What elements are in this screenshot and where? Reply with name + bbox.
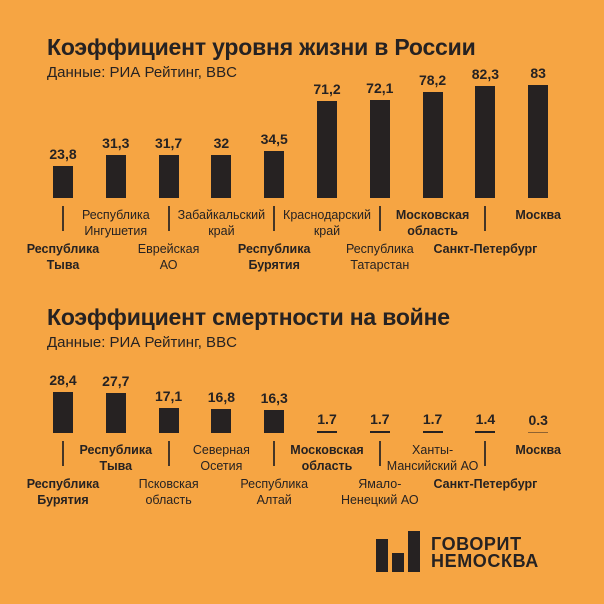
- logo-bar-1: [376, 539, 388, 572]
- bar: [422, 91, 443, 198]
- bar: [317, 101, 337, 198]
- bar-value-label: 28,4: [49, 372, 77, 389]
- logo-bar-2: [392, 553, 404, 572]
- chart-title-living-standard: Коэффициент уровня жизни в России: [47, 34, 476, 60]
- bar-value-label: 16,3: [260, 389, 288, 406]
- bar-value-label: 1.4: [475, 411, 496, 427]
- tick-line: [273, 206, 276, 231]
- bar-value-label: 31,3: [102, 135, 130, 152]
- tick-line: [484, 441, 487, 466]
- bar-value-label: 23,8: [49, 145, 77, 162]
- tick-line: [273, 441, 276, 466]
- bar-value-label: 72,1: [366, 79, 394, 96]
- bar-value-label: 78,2: [418, 71, 447, 88]
- category-label: Ямало- Ненецкий АО: [340, 477, 419, 507]
- bar-value-label: 32: [213, 134, 230, 151]
- tick-line: [167, 441, 170, 466]
- tick-line: [62, 441, 64, 466]
- category-label: Республика Бурятия: [237, 242, 311, 272]
- bar-value-label: 82,3: [471, 66, 500, 83]
- chart-source: Данные: РИА Рейтинг, BBC: [47, 334, 237, 351]
- bar: [53, 165, 73, 198]
- logo-line-2: НЕМОСКВА: [431, 550, 539, 571]
- bar-value-label: 16,8: [207, 388, 236, 405]
- bar: [369, 99, 390, 198]
- bar: [369, 430, 390, 433]
- category-label: Псковская область: [138, 477, 199, 507]
- tick-line: [167, 206, 170, 231]
- tick-line: [378, 206, 381, 231]
- category-label: Москва: [515, 208, 561, 222]
- category-label: Республика Ингушетия: [81, 208, 150, 238]
- logo-govorit-nemoskva: ГОВОРИТ НЕМОСКВА: [376, 531, 539, 572]
- bar: [317, 430, 337, 433]
- logo-bar-3: [408, 531, 420, 572]
- category-label: Северная Осетия: [192, 443, 250, 473]
- category-label: Московская область: [395, 208, 470, 238]
- category-label: Республика Тыва: [79, 443, 153, 473]
- bar: [422, 430, 443, 433]
- bar: [475, 431, 496, 433]
- bar-value-label: 83: [530, 65, 546, 82]
- bar: [158, 154, 179, 198]
- bar-value-label: 1.7: [370, 410, 390, 427]
- category-label: Республика Тыва: [26, 242, 100, 272]
- tick-line: [62, 206, 64, 231]
- chart-title-war-mortality: Коэффициент смертности на войне: [47, 304, 450, 330]
- bar: [528, 431, 549, 433]
- bar: [475, 86, 496, 198]
- bar: [211, 408, 232, 433]
- bar-value-label: 31,7: [154, 134, 183, 151]
- category-label: Санкт-Петербург: [433, 477, 538, 491]
- logo-text: ГОВОРИТ НЕМОСКВА: [431, 534, 539, 572]
- category-label: Краснодарский край: [283, 208, 371, 238]
- bar: [105, 393, 126, 433]
- category-label: Республика Алтай: [240, 477, 309, 507]
- bar-value-label: 1.7: [317, 410, 337, 427]
- bar-chart-logo-icon: [376, 531, 420, 572]
- bar: [53, 392, 73, 433]
- bar-value-label: 71,2: [313, 81, 341, 98]
- category-label: Москва: [515, 443, 561, 457]
- bar: [528, 85, 549, 198]
- category-label: Ханты- Мансийский АО: [386, 443, 479, 473]
- chart-source: Данные: РИА Рейтинг, BBC: [47, 64, 237, 81]
- tick-line: [484, 206, 487, 231]
- bar: [211, 154, 232, 198]
- bar: [264, 151, 285, 198]
- bar-value-label: 34,5: [260, 131, 288, 148]
- bar-value-label: 0.3: [528, 411, 548, 428]
- tick-line: [378, 441, 381, 466]
- bar-value-label: 1.7: [422, 410, 443, 427]
- category-label: Республика Бурятия: [26, 477, 100, 507]
- category-label: Забайкальский край: [177, 208, 266, 238]
- category-label: Санкт-Петербург: [433, 242, 538, 256]
- bar: [105, 155, 126, 198]
- logo-line-1: ГОВОРИТ: [431, 534, 522, 554]
- bar: [158, 408, 179, 433]
- bar-value-label: 17,1: [154, 388, 183, 405]
- bar: [264, 409, 285, 433]
- category-label: Московская область: [290, 443, 364, 473]
- category-label: Республика Татарстан: [345, 242, 414, 272]
- bar-value-label: 27,7: [102, 373, 130, 390]
- category-label: Еврейская АО: [137, 242, 200, 272]
